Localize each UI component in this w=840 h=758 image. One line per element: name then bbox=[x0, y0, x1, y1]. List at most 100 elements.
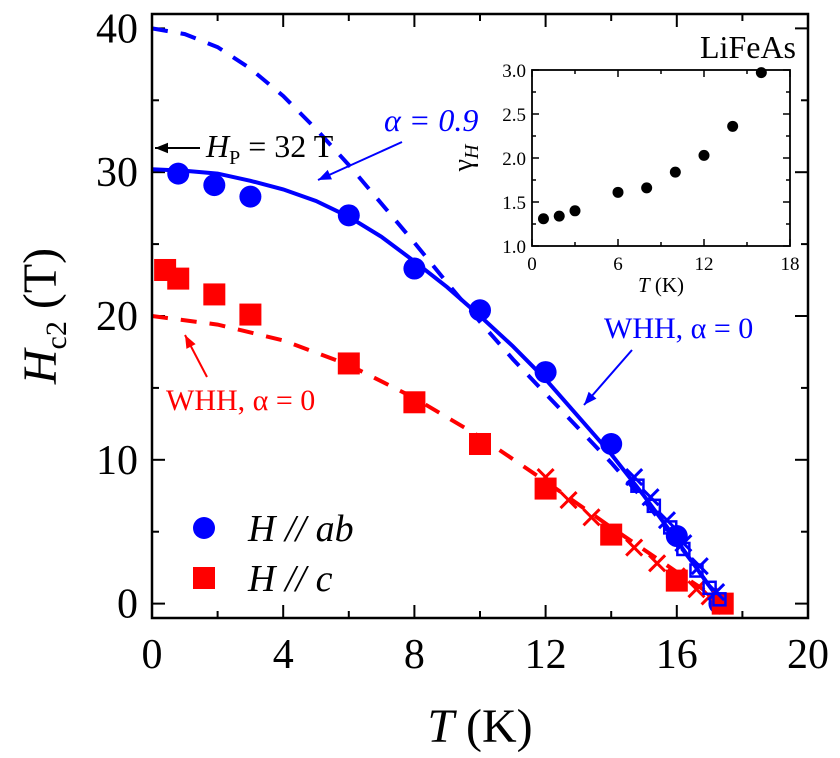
point-c_points bbox=[469, 432, 491, 455]
inset-x-axis-unit: (K) bbox=[650, 273, 684, 297]
y-axis-sub: c2 bbox=[40, 321, 73, 349]
inset-y-axis-symbol: γ bbox=[448, 159, 479, 172]
point-ab_crosses bbox=[707, 583, 726, 602]
point-ab_points bbox=[534, 361, 557, 384]
point-ab_open_squares bbox=[702, 580, 717, 596]
point-c_points bbox=[337, 352, 360, 375]
legend-entry: H // c bbox=[247, 558, 333, 600]
legend-symbol: H // bbox=[247, 508, 316, 550]
inset-frame bbox=[531, 69, 791, 247]
alpha-label: α = 0.9 bbox=[384, 102, 478, 138]
inset-x-tick-label: 0 bbox=[527, 254, 537, 275]
x-tick-label: 20 bbox=[787, 632, 829, 678]
x-tick-label: 12 bbox=[525, 632, 567, 678]
point-ab_points bbox=[203, 174, 226, 197]
material-label: LiFeAs bbox=[700, 29, 796, 65]
curve-c_WHH_alpha_0 bbox=[151, 314, 724, 606]
point-ab_crosses bbox=[690, 557, 709, 576]
whh-red-arrow-head bbox=[185, 335, 196, 349]
pauli-arrow-head bbox=[155, 142, 169, 154]
pauli-sub: P bbox=[229, 147, 240, 169]
inset-point bbox=[569, 205, 581, 217]
alpha-arrow bbox=[317, 141, 403, 181]
point-c_crosses bbox=[625, 538, 644, 557]
inset-point bbox=[537, 213, 549, 225]
point-ab_crosses bbox=[641, 488, 660, 507]
point-ab_points bbox=[403, 257, 426, 280]
point-c_crosses bbox=[559, 491, 578, 510]
legend-entry: H // ab bbox=[247, 508, 354, 550]
alpha-arrow-head bbox=[318, 169, 332, 180]
pauli-value: = 32 T bbox=[240, 128, 333, 164]
inset-x-axis-label: T (K) bbox=[638, 273, 684, 297]
inset-x-tick-label: 6 bbox=[613, 254, 623, 275]
y-axis-unit: (T) bbox=[14, 248, 67, 321]
point-c_points bbox=[239, 303, 262, 326]
point-ab_points bbox=[239, 185, 262, 208]
point-c_points bbox=[403, 391, 426, 414]
point-ab_points bbox=[337, 204, 360, 227]
inset-point bbox=[727, 120, 739, 132]
inset-point bbox=[669, 166, 681, 178]
point-ab_crosses bbox=[657, 511, 677, 530]
inset-point bbox=[755, 67, 767, 79]
plot-frame bbox=[150, 12, 810, 620]
y-tick-label: 30 bbox=[96, 150, 138, 196]
point-c_crosses bbox=[687, 580, 706, 599]
inset-y-axis-sub: H bbox=[461, 143, 483, 160]
point-c_crosses bbox=[648, 554, 667, 573]
x-tick-label: 4 bbox=[273, 632, 294, 678]
x-tick-label: 8 bbox=[404, 632, 425, 678]
whh-blue-label: WHH, α = 0 bbox=[604, 312, 753, 345]
x-axis-label: T (K) bbox=[427, 700, 532, 753]
y-axis-symbol: H bbox=[14, 347, 67, 385]
x-axis-unit: (K) bbox=[454, 700, 533, 753]
pauli-label: HP = 32 T bbox=[205, 128, 334, 169]
inset-y-tick-label: 2.5 bbox=[502, 105, 526, 126]
point-c_crosses bbox=[667, 567, 686, 586]
point-ab_crosses bbox=[674, 534, 693, 553]
y-tick-label: 10 bbox=[96, 438, 138, 484]
legend-marker bbox=[193, 567, 215, 589]
pauli-symbol: H bbox=[205, 128, 231, 164]
point-c_points bbox=[665, 569, 688, 592]
point-c_points bbox=[534, 477, 557, 500]
inset-point bbox=[612, 186, 624, 198]
y-axis-label: Hc2 (T) bbox=[14, 248, 73, 385]
inset-x-tick-label: 12 bbox=[695, 254, 714, 275]
point-ab_points bbox=[469, 299, 491, 322]
inset-y-tick-label: 1.0 bbox=[502, 237, 526, 258]
inset-x-tick-label: 18 bbox=[781, 254, 800, 275]
point-ab_points bbox=[167, 162, 190, 185]
x-tick-label: 0 bbox=[142, 632, 163, 678]
inset-y-tick-label: 1.5 bbox=[502, 193, 526, 214]
point-c_points bbox=[203, 283, 226, 306]
x-tick-label: 16 bbox=[656, 632, 698, 678]
inset-point bbox=[641, 182, 653, 194]
inset-point bbox=[553, 210, 565, 222]
whh-red-label: WHH, α = 0 bbox=[166, 384, 315, 417]
y-tick-label: 0 bbox=[117, 582, 138, 628]
y-tick-label: 20 bbox=[96, 294, 138, 340]
inset-chart: 0 6 12 18 1.0 1.5 2.0 2.5 3.0 T (K) γH bbox=[448, 61, 800, 297]
point-c_crosses bbox=[582, 508, 601, 527]
inset-point bbox=[698, 149, 710, 161]
x-axis-symbol: T bbox=[427, 700, 457, 753]
point-c_crosses bbox=[602, 524, 621, 543]
inset-y-tick-label: 3.0 bbox=[502, 61, 526, 82]
inset-y-axis-label: γH bbox=[448, 143, 483, 172]
point-ab_points bbox=[600, 432, 623, 455]
inset-y-tick-label: 2.0 bbox=[502, 149, 526, 170]
legend-sub: ab bbox=[316, 508, 354, 550]
legend-marker bbox=[193, 517, 215, 539]
point-c_points bbox=[167, 267, 190, 290]
point-c_crosses bbox=[713, 594, 732, 613]
y-tick-label: 40 bbox=[96, 6, 138, 52]
whh-blue-arrow-head bbox=[584, 391, 597, 405]
inset-x-axis-symbol: T bbox=[638, 273, 651, 297]
point-c_crosses bbox=[536, 468, 555, 487]
point-ab_crosses bbox=[625, 468, 644, 487]
legend-sub: c bbox=[316, 558, 333, 600]
